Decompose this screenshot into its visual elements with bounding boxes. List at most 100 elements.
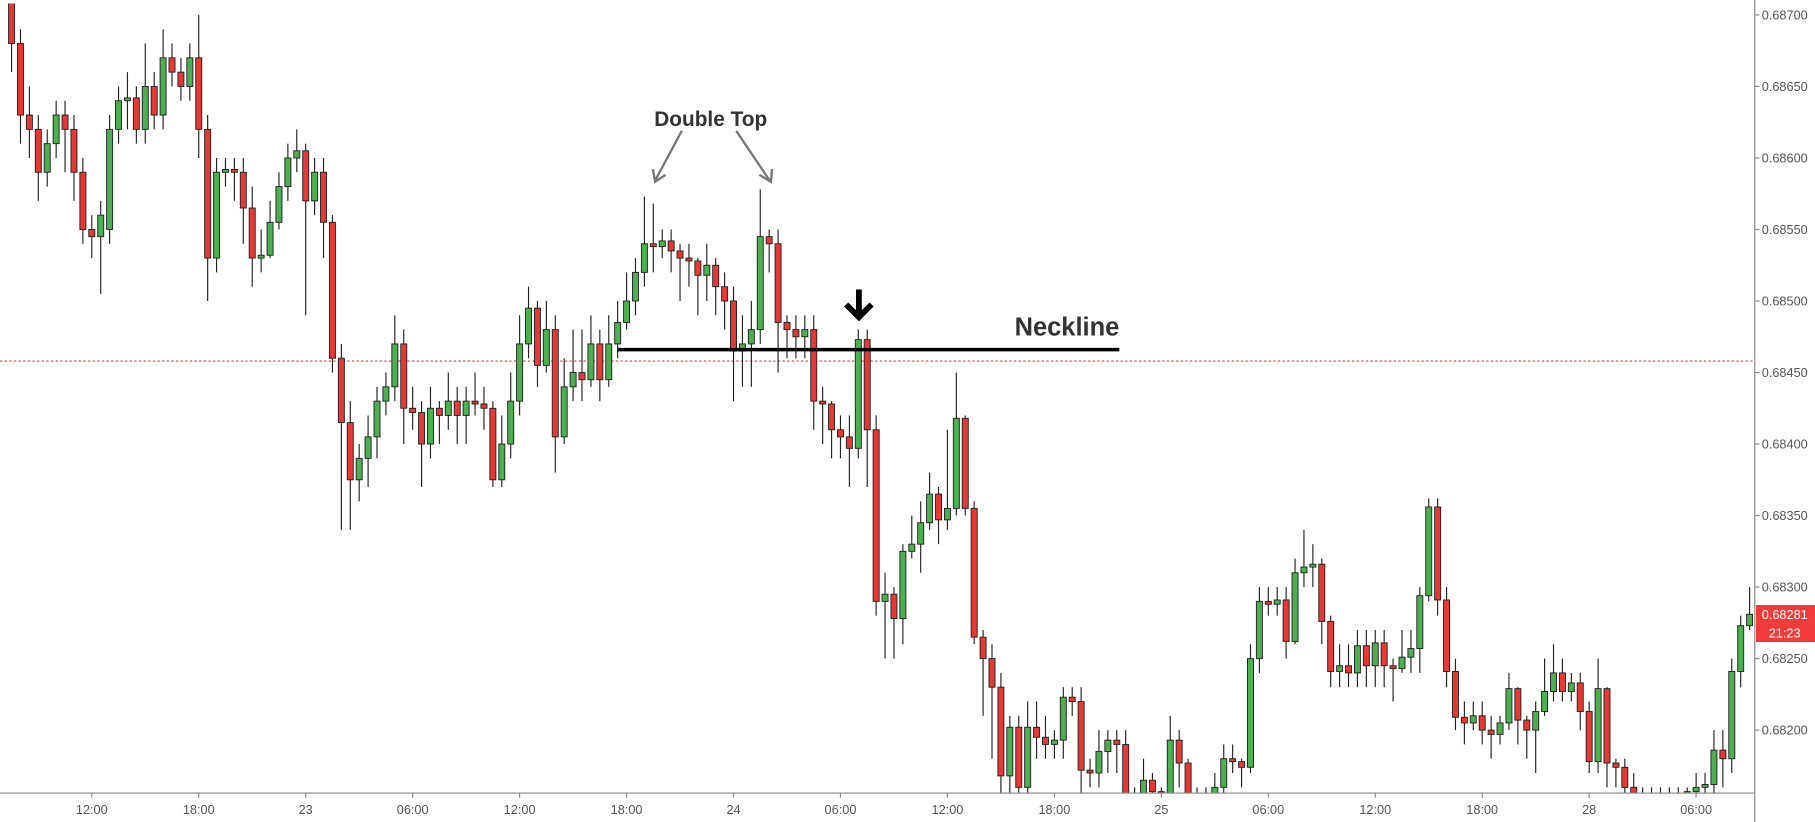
candle-body — [542, 329, 550, 366]
candle-body — [1024, 726, 1032, 788]
y-tick-label: 0.68200 — [1762, 723, 1808, 738]
candle-body — [1523, 719, 1531, 731]
candle-body — [1541, 691, 1549, 712]
x-tick-label: 06:00 — [397, 802, 429, 817]
candle-body — [159, 57, 167, 116]
candle-body — [391, 343, 399, 388]
candle-body — [302, 150, 310, 202]
candle-body — [1746, 613, 1754, 627]
candle-body — [899, 550, 907, 620]
candle-body — [730, 300, 737, 352]
candle-body — [1710, 749, 1718, 785]
candle-body — [908, 543, 916, 552]
candle-body — [1469, 715, 1477, 724]
candle-body — [1505, 688, 1513, 724]
candle-body — [694, 260, 702, 276]
candle-body — [257, 254, 265, 259]
candle-body — [1300, 566, 1308, 574]
candle-body — [614, 321, 622, 345]
candle-body — [213, 171, 221, 259]
y-tick-label: 0.68250 — [1762, 651, 1808, 666]
candle-body — [1514, 688, 1522, 721]
candle-body — [685, 257, 693, 262]
candle-body — [43, 143, 51, 173]
candle-body — [658, 240, 666, 248]
candle-body — [141, 85, 149, 130]
candle-body — [1416, 595, 1424, 650]
candle-body — [1050, 739, 1058, 745]
candle-body — [533, 307, 541, 366]
candle-body — [444, 400, 452, 416]
candle-body — [1362, 645, 1370, 667]
price-tag-bg — [1755, 604, 1815, 624]
y-tick-label: 0.68550 — [1762, 222, 1808, 237]
candle-body — [1389, 665, 1397, 670]
arrow — [654, 130, 683, 182]
candle-body — [667, 240, 675, 252]
x-tick-label: 12:00 — [76, 802, 108, 817]
candle-body — [230, 168, 238, 173]
candle-body — [320, 171, 328, 223]
candle-body — [721, 286, 729, 302]
candle-body — [988, 658, 996, 688]
candle-body — [765, 236, 773, 245]
candle-body — [747, 329, 755, 345]
candle-body — [560, 386, 568, 438]
y-tick-label: 0.68700 — [1762, 8, 1808, 23]
candle-body — [61, 114, 69, 130]
candle-body — [400, 343, 408, 409]
candle-body — [632, 271, 639, 302]
countdown-bg — [1755, 623, 1815, 643]
candle-body — [525, 307, 532, 345]
candle-body — [1327, 620, 1335, 672]
candle-body — [1621, 766, 1629, 788]
candle-body — [605, 343, 613, 381]
candle-body — [186, 57, 194, 87]
candle-body — [837, 429, 844, 438]
x-tick-label: 18:00 — [183, 802, 215, 817]
candle-body — [845, 436, 853, 449]
candle-body — [1603, 688, 1611, 764]
candle-body — [1148, 779, 1156, 793]
candle-body — [17, 43, 24, 116]
candle-body — [427, 407, 434, 445]
x-tick-label: 12:00 — [504, 802, 536, 817]
candle-body — [1006, 726, 1014, 777]
candle-body — [774, 243, 782, 323]
candle-body — [507, 400, 515, 445]
candle-body — [1576, 682, 1584, 712]
candle-body — [801, 329, 809, 338]
candle-body — [123, 97, 131, 102]
neckline-label: Neckline — [1015, 314, 1120, 342]
candle-body — [970, 507, 978, 638]
candle-body — [337, 357, 345, 424]
candle-body — [1371, 642, 1379, 667]
candle-body — [1496, 722, 1504, 735]
candle-body — [1407, 648, 1415, 658]
x-tick-label: 25 — [1154, 802, 1168, 817]
double-top-label: Double Top — [654, 108, 767, 131]
y-tick-label: 0.68600 — [1762, 151, 1808, 166]
candle-body — [1042, 736, 1049, 745]
candle-body — [640, 243, 648, 273]
candle-body — [649, 243, 657, 248]
candle-body — [222, 168, 229, 173]
candle-body — [418, 412, 426, 445]
candle-body — [881, 593, 889, 602]
candle-body — [783, 321, 791, 331]
candle-body — [8, 3, 16, 44]
x-tick-label: 06:00 — [1680, 802, 1712, 817]
candle-body — [1532, 711, 1540, 731]
y-tick-label: 0.68350 — [1762, 508, 1808, 523]
candle-body — [828, 403, 836, 431]
candle-body — [1086, 769, 1094, 774]
candle-body — [132, 97, 140, 130]
candle-body — [373, 400, 381, 438]
candle-body — [1719, 749, 1727, 760]
candle-body — [115, 100, 123, 130]
candle-body — [516, 343, 524, 402]
y-tick-label: 0.68450 — [1762, 365, 1808, 380]
candle-body — [1211, 786, 1219, 794]
candle-body — [311, 171, 319, 202]
